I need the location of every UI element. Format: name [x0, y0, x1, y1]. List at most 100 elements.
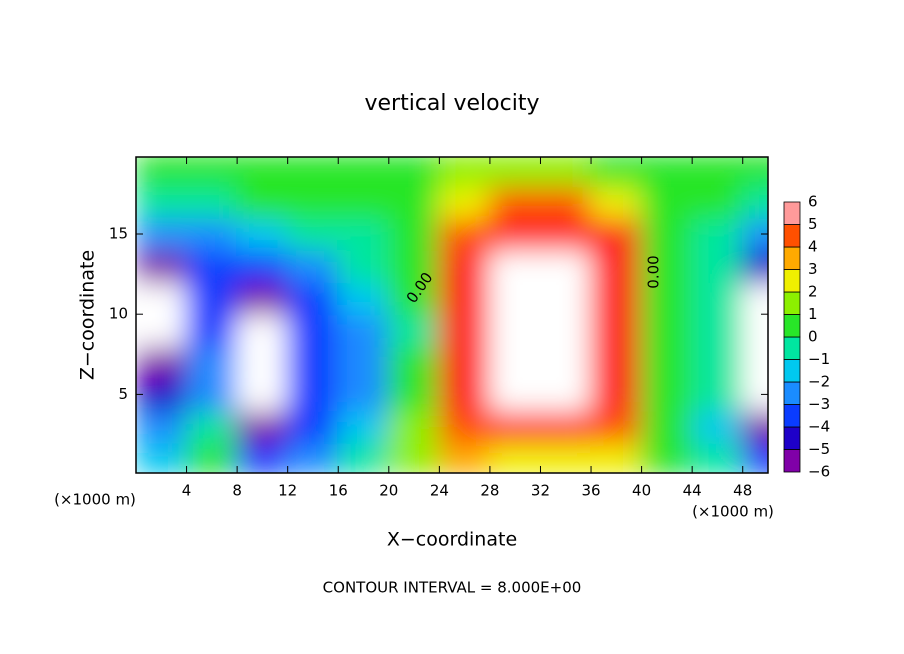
cell [539, 313, 593, 348]
cell [136, 377, 188, 412]
cell [691, 441, 744, 473]
colorbar-box [783, 426, 801, 450]
colorbar-box [783, 224, 801, 248]
cells [136, 157, 768, 473]
cell [438, 377, 491, 412]
cell [337, 409, 390, 444]
cell [590, 157, 643, 187]
cell [488, 157, 542, 187]
cell [590, 441, 643, 473]
cell [539, 409, 593, 444]
cell [236, 216, 289, 252]
cell [286, 345, 340, 380]
cell [236, 377, 289, 412]
cell [337, 345, 390, 380]
y-tick-label: 10 [109, 305, 128, 323]
field [136, 157, 768, 473]
cell [488, 441, 542, 473]
cell [185, 249, 239, 284]
colorbar-label: 2 [808, 283, 818, 301]
cell [236, 409, 289, 444]
cell [539, 184, 593, 219]
cell [438, 249, 491, 284]
cell [640, 216, 694, 252]
cell [136, 345, 188, 380]
cell [539, 216, 593, 252]
cell [136, 184, 188, 219]
cell [337, 441, 390, 473]
colorbar-label: −4 [808, 418, 830, 436]
cell [741, 184, 768, 219]
cell [438, 184, 491, 219]
cell [590, 313, 643, 348]
colorbar-label: −1 [808, 350, 830, 368]
cell [640, 441, 694, 473]
cell [741, 441, 768, 473]
y-unit: (×1000 m) [54, 491, 136, 509]
x-tick-label: 16 [329, 482, 348, 500]
x-tick-label: 40 [632, 482, 651, 500]
cell [539, 249, 593, 284]
cell [741, 313, 768, 348]
colorbar-label: 0 [808, 328, 818, 346]
cell [640, 313, 694, 348]
cell [136, 313, 188, 348]
cell [236, 441, 289, 473]
cell [590, 345, 643, 380]
cell [691, 409, 744, 444]
cell [488, 377, 542, 412]
cell [691, 184, 744, 219]
cell [640, 281, 694, 316]
cell [387, 184, 441, 219]
y-tick-label: 5 [118, 385, 128, 403]
cell [286, 441, 340, 473]
cell [387, 345, 441, 380]
colorbar-label: −2 [808, 373, 830, 391]
cell [640, 184, 694, 219]
x-tick-label: 48 [733, 482, 752, 500]
colorbar-box [783, 404, 801, 428]
cell [136, 409, 188, 444]
colorbar-box [783, 201, 801, 225]
x-unit: (×1000 m) [692, 503, 774, 521]
cell [185, 184, 239, 219]
cell [387, 157, 441, 187]
cell [640, 249, 694, 284]
cell [539, 157, 593, 187]
cell [438, 345, 491, 380]
plot-frame [135, 156, 769, 474]
cell [438, 157, 491, 187]
cell [741, 249, 768, 284]
cell [691, 249, 744, 284]
cell [590, 409, 643, 444]
colorbar-label: 6 [808, 193, 818, 211]
x-tick-label: 32 [531, 482, 550, 500]
chart-title: vertical velocity [364, 91, 539, 116]
colorbar-label: −3 [808, 395, 830, 413]
cell [438, 281, 491, 316]
cell [640, 345, 694, 380]
colorbar-box [783, 359, 801, 383]
cell [185, 441, 239, 473]
x-tick-label: 12 [278, 482, 297, 500]
cell [337, 157, 390, 187]
cell [185, 409, 239, 444]
colorbar-label: 3 [808, 260, 818, 278]
cell [286, 157, 340, 187]
cell [387, 249, 441, 284]
cell [387, 377, 441, 412]
cell [691, 281, 744, 316]
cell [185, 313, 239, 348]
colorbar-label: −6 [808, 463, 830, 481]
cell [286, 281, 340, 316]
cell [136, 281, 188, 316]
cell [590, 184, 643, 219]
cell [488, 345, 542, 380]
x-tick-label: 36 [581, 482, 600, 500]
cell [236, 157, 289, 187]
cell [337, 184, 390, 219]
cell [488, 249, 542, 284]
cell [337, 377, 390, 412]
cell [236, 281, 289, 316]
